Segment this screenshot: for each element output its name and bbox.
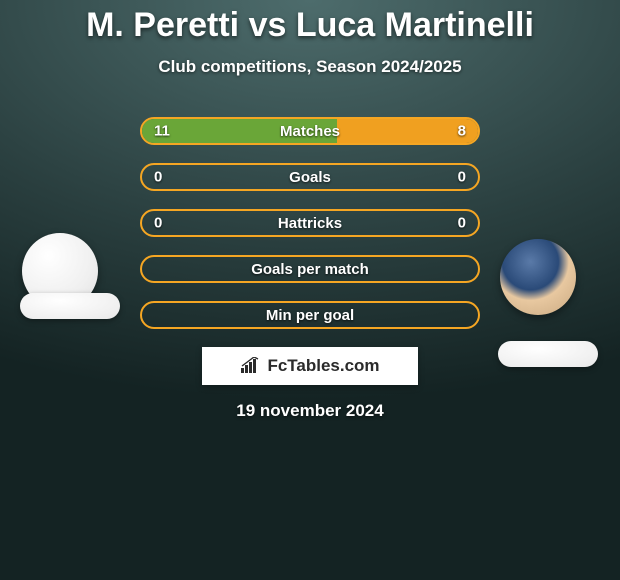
stat-value-right: 0	[458, 215, 466, 232]
brand-text: FcTables.com	[267, 356, 379, 376]
player-right-name-blob	[498, 341, 598, 367]
stat-value-left: 11	[154, 123, 170, 140]
stat-pill: 11 Matches 8	[140, 117, 480, 145]
stat-pill: Min per goal	[140, 301, 480, 329]
stat-value-left: 0	[154, 169, 162, 186]
stat-row: 0 Hattricks 0	[140, 209, 480, 237]
page-title: M. Peretti vs Luca Martinelli	[0, 6, 620, 45]
stat-label: Matches	[280, 123, 340, 140]
stat-row: Min per goal	[140, 301, 480, 329]
stat-row: 0 Goals 0	[140, 163, 480, 191]
stat-value-right: 0	[458, 169, 466, 186]
date-label: 19 november 2024	[0, 401, 620, 421]
stat-row: 11 Matches 8	[140, 117, 480, 145]
player-left-name-blob	[20, 293, 120, 319]
brand-badge: FcTables.com	[202, 347, 418, 385]
stats-container: 11 Matches 8 0 Goals 0 0 Hattricks 0	[0, 117, 620, 329]
player-right-avatar	[500, 239, 576, 315]
stat-pill: 0 Hattricks 0	[140, 209, 480, 237]
stat-row: Goals per match	[140, 255, 480, 283]
stat-label: Goals per match	[251, 261, 369, 278]
subtitle: Club competitions, Season 2024/2025	[0, 57, 620, 77]
stat-label: Goals	[289, 169, 331, 186]
stat-label: Hattricks	[278, 215, 342, 232]
stat-label: Min per goal	[266, 307, 354, 324]
bar-chart-icon	[240, 357, 262, 375]
stat-value-right: 8	[458, 123, 466, 140]
comparison-card: M. Peretti vs Luca Martinelli Club compe…	[0, 0, 620, 421]
stat-pill: 0 Goals 0	[140, 163, 480, 191]
stat-value-left: 0	[154, 215, 162, 232]
stat-pill: Goals per match	[140, 255, 480, 283]
